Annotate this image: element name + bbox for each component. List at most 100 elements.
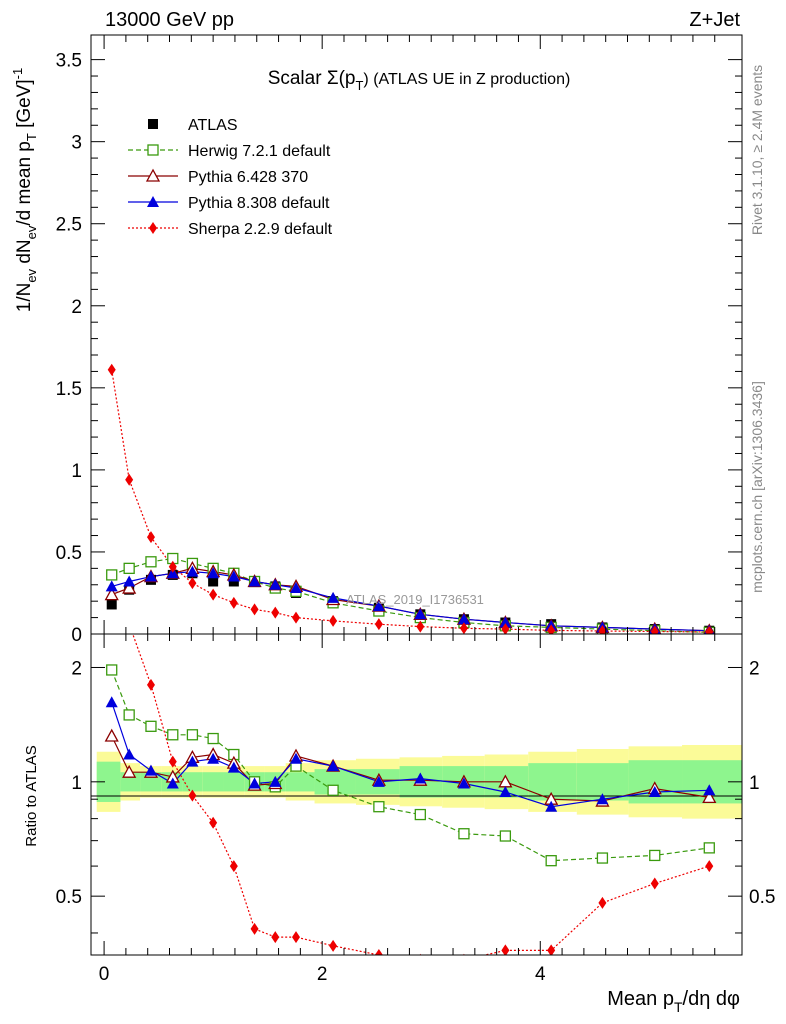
ratio-point-pythia-8-308-default: [144, 764, 157, 776]
top-point-sherpa-2-2-9-default: [598, 625, 607, 634]
top-point-pythia-8-308-default: [290, 582, 303, 594]
top-point-sherpa-2-2-9-default: [209, 588, 218, 601]
top-point-pythia-8-308-default: [144, 570, 157, 582]
ratio-point-pythia-8-308-default: [703, 784, 716, 796]
x-tick-label: 0: [99, 964, 110, 985]
ratio-point-herwig-7-2-1-default: [327, 784, 339, 796]
ratio-point-pythia-8-308-default: [457, 777, 470, 789]
top-point-pythia-6-428-370: [104, 587, 119, 601]
top-point-sherpa-2-2-9-default: [501, 623, 510, 634]
top-point-sherpa-2-2-9-default: [250, 603, 259, 616]
ratio-point-pythia-8-308-default: [269, 775, 282, 787]
uncertainty-band-inner: [223, 772, 245, 792]
ratio-point-pythia-8-308-default: [648, 786, 661, 798]
top-point-pythia-8-308-default: [372, 600, 385, 612]
ratio-point-herwig-7-2-1-default: [596, 852, 609, 864]
y-tick-label-top: 1.5: [56, 379, 82, 400]
ratio-point-pythia-8-308-default: [248, 777, 261, 789]
top-point-pythia-8-308-default: [327, 591, 340, 603]
y-tick-label-top: 0.5: [56, 543, 82, 564]
y-tick-label-top: 0: [71, 625, 82, 646]
ratio-point-pythia-8-308-default: [545, 800, 558, 812]
ratio-point-herwig-7-2-1-default: [123, 709, 135, 721]
ratio-point-pythia-8-308-default: [327, 760, 340, 772]
ratio-point-pythia-6-428-370: [702, 790, 717, 804]
top-point-sherpa-2-2-9-default: [374, 618, 383, 631]
y-tick-label-top: 1: [71, 461, 82, 482]
ratio-point-sherpa-2-2-9-default: [547, 944, 556, 955]
top-point-pythia-8-308-default: [414, 608, 427, 620]
legend-marker-herwig-7-2-1-default: [147, 144, 159, 156]
y-tick-label-bottom-left: 0.5: [56, 887, 82, 908]
ratio-point-sherpa-2-2-9-default: [501, 944, 510, 955]
legend-label-atlas: ATLAS: [188, 117, 238, 134]
top-point-sherpa-2-2-9-default: [229, 596, 238, 609]
y-axis-label-top: 1/Nev dNev/d mean pT [GeV]-1: [10, 68, 39, 313]
ratio-point-pythia-8-308-default: [105, 696, 118, 708]
ratio-point-sherpa-2-2-9-default: [271, 931, 280, 944]
x-axis-label: Mean pT/dη dφ: [607, 988, 740, 1015]
ratio-plot-frame: [90, 633, 743, 956]
top-point-herwig-7-2-1-default: [106, 569, 118, 581]
ratio-point-herwig-7-2-1-default: [186, 729, 199, 741]
top-point-sherpa-2-2-9-default: [547, 624, 556, 634]
ratio-point-herwig-7-2-1-default: [145, 720, 157, 732]
top-point-sherpa-2-2-9-default: [125, 473, 134, 486]
y-tick-label-bottom-right: 1: [749, 773, 760, 794]
source-label: mcplots.cern.ch [arXiv:1306.3436]: [749, 381, 765, 593]
uncertainty-band-inner: [202, 772, 224, 792]
uncertainty-band-inner: [182, 772, 203, 792]
ratio-point-sherpa-2-2-9-default: [146, 678, 155, 691]
top-point-atlas: [208, 576, 219, 587]
top-point-sherpa-2-2-9-default: [146, 531, 155, 544]
uncertainty-band-inner: [528, 763, 577, 801]
top-point-sherpa-2-2-9-default: [292, 611, 301, 624]
x-tick-label: 2: [317, 964, 328, 985]
y-tick-label-bottom-left: 2: [71, 658, 82, 679]
ratio-point-sherpa-2-2-9-default: [419, 953, 422, 955]
ratio-point-sherpa-2-2-9-default: [463, 953, 465, 955]
ratio-point-pythia-6-428-370: [104, 728, 119, 742]
process-label: Z+Jet: [689, 9, 740, 31]
y-tick-label-top: 2: [71, 297, 82, 318]
top-point-pythia-8-308-default: [166, 567, 179, 579]
top-point-sherpa-2-2-9-default: [168, 560, 177, 573]
ratio-point-herwig-7-2-1-default: [545, 855, 557, 867]
ratio-point-pythia-8-308-default: [123, 748, 136, 760]
top-point-sherpa-2-2-9-default: [705, 626, 714, 634]
top-point-pythia-8-308-default: [207, 567, 220, 579]
ratio-point-pythia-8-308-default: [499, 786, 512, 798]
y-tick-label-top: 2.5: [56, 215, 82, 236]
legend-marker-sherpa-2-2-9-default: [149, 222, 157, 234]
top-point-pythia-8-308-default: [227, 570, 240, 582]
ratio-point-herwig-7-2-1-default: [207, 732, 219, 745]
main-plot: 0 0.5 1 1.5 2 2.5 3 3.5: [56, 34, 743, 646]
top-point-sherpa-2-2-9-default: [650, 625, 659, 634]
legend: ATLAS Herwig 7.2.1 default Pythia 6.428 37…: [128, 117, 333, 238]
top-point-sherpa-2-2-9-default: [271, 606, 280, 619]
ratio-point-herwig-7-2-1-default: [649, 849, 661, 862]
y-axis-label-bottom: Ratio to ATLAS: [23, 745, 40, 846]
y-tick-label-top: 3: [71, 133, 82, 154]
analysis-watermark: ATLAS_2019_I1736531: [346, 592, 484, 607]
y-tick-label-bottom-left: 1: [71, 773, 82, 794]
legend-marker-pythia-6-428-370: [145, 168, 161, 182]
top-point-sherpa-2-2-9-default: [459, 622, 468, 634]
ratio-plot: 0.5 0.5 1 1 2 2 0 2 4: [56, 633, 775, 985]
ratio-point-pythia-8-308-default: [414, 772, 427, 784]
ratio-point-sherpa-2-2-9-default: [250, 922, 259, 935]
ratio-point-sherpa-2-2-9-default: [168, 755, 177, 768]
legend-marker-atlas: [148, 119, 158, 129]
ratio-point-sherpa-2-2-9-default: [292, 931, 301, 944]
ratio-point-herwig-7-2-1-default: [167, 729, 179, 741]
top-point-sherpa-2-2-9-default: [329, 614, 338, 627]
top-point-pythia-8-308-default: [457, 613, 470, 625]
top-point-pythia-8-308-default: [499, 616, 512, 628]
legend-label-pythia-6-428-370: Pythia 6.428 370: [188, 169, 308, 186]
top-point-pythia-8-308-default: [105, 580, 118, 592]
top-point-pythia-8-308-default: [123, 575, 136, 587]
ratio-point-herwig-7-2-1-default: [373, 801, 385, 813]
legend-label-sherpa-2-2-9-default: Sherpa 2.2.9 default: [188, 221, 333, 238]
top-point-pythia-8-308-default: [186, 565, 199, 577]
ratio-point-sherpa-2-2-9-default: [188, 789, 197, 802]
